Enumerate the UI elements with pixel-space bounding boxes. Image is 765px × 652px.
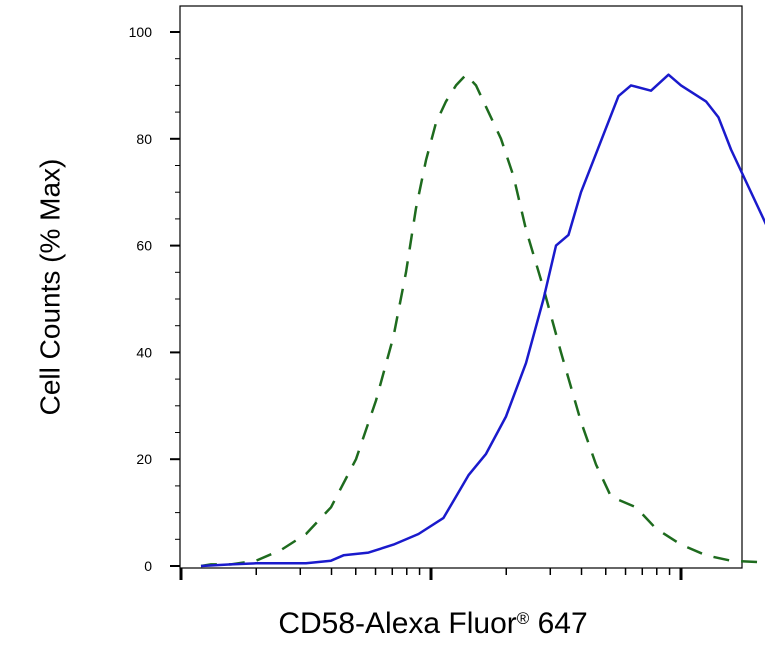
y-axis-ticks: 0 20 40 60 80 100 <box>129 24 180 574</box>
y-tick-label: 20 <box>136 451 152 467</box>
x-axis-ticks <box>179 568 683 580</box>
x-axis-title: CD58-Alexa Fluor® 647 <box>278 607 587 640</box>
series-layer <box>200 73 765 568</box>
x-axis-title-main: CD58-Alexa Fluor <box>278 607 516 640</box>
y-axis-minor-ticks <box>175 58 180 540</box>
y-tick-label: 0 <box>144 558 152 574</box>
x-axis-title-mark: ® <box>517 609 530 628</box>
y-axis-title: Cell Counts (% Max) <box>34 159 65 416</box>
y-tick-label: 100 <box>129 24 153 40</box>
y-tick-label: 80 <box>136 131 152 147</box>
solid-histogram-line <box>200 73 765 568</box>
plot-frame <box>179 5 743 569</box>
x-axis-title-suffix: 647 <box>529 607 587 640</box>
y-tick-label: 40 <box>136 344 152 360</box>
dashed-histogram-line <box>200 73 765 568</box>
y-tick-label: 60 <box>136 238 152 254</box>
